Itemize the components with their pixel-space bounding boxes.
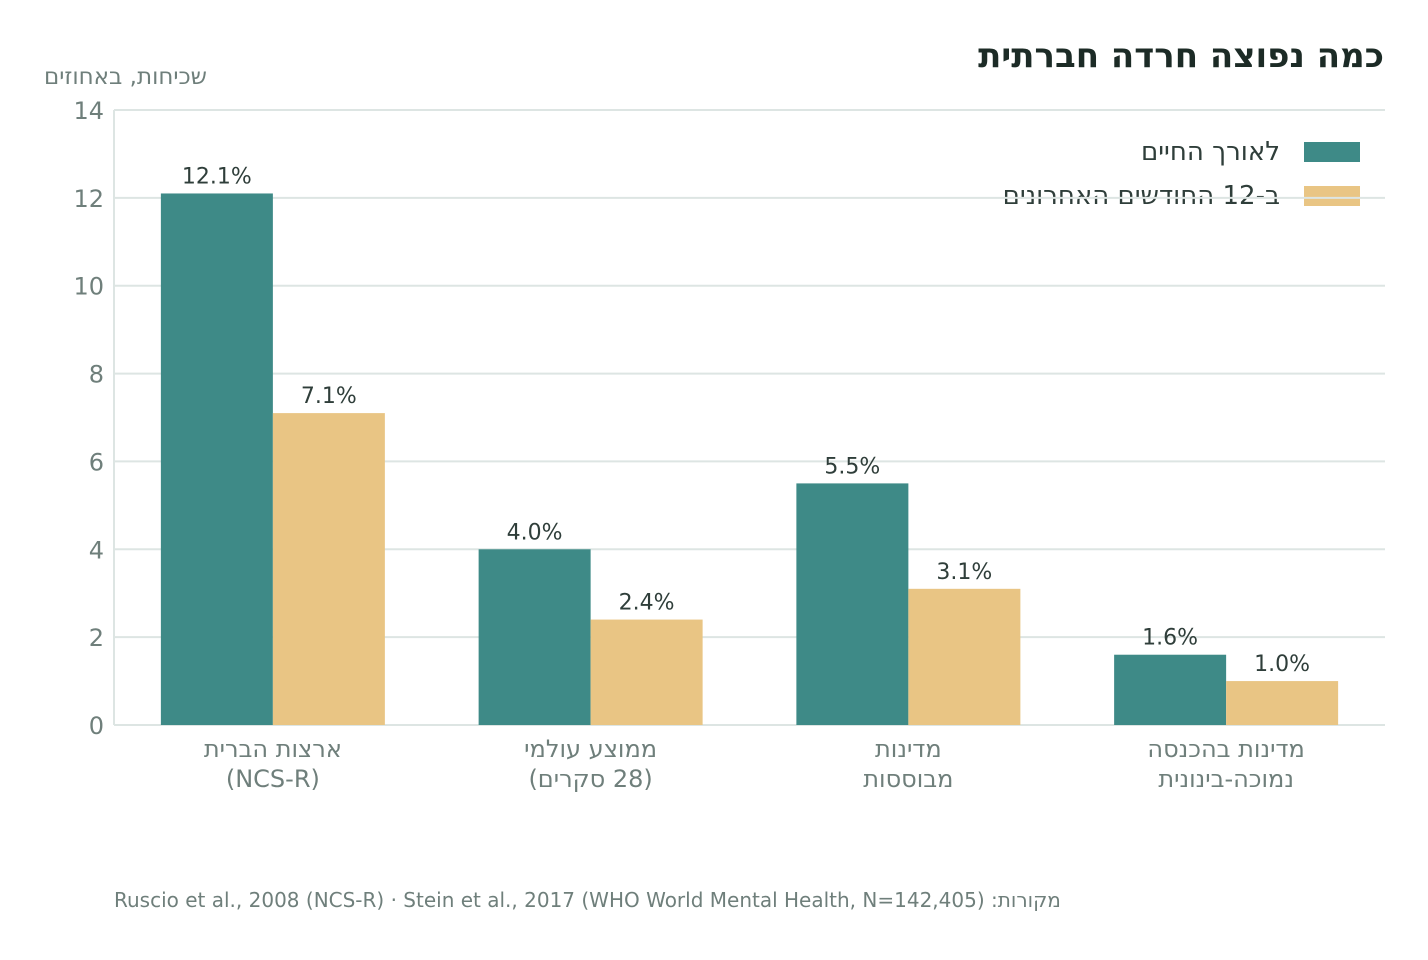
x-tick-label: (NCS-R) (226, 765, 320, 793)
legend-swatch-12-months (1304, 186, 1360, 206)
x-tick-label: מדינות בהכנסה (1147, 735, 1304, 763)
x-tick-label: מדינות (875, 735, 942, 763)
y-tick-label: 6 (89, 448, 104, 476)
x-tick-label: (28 סקרים) (528, 765, 652, 793)
y-tick-label: 12 (73, 185, 104, 213)
data-label: 1.6% (1142, 626, 1198, 651)
bar (160, 193, 273, 725)
legend-label-lifetime: לאורך החיים (1140, 137, 1280, 167)
bar (478, 549, 591, 725)
bar (908, 588, 1021, 725)
data-label: 4.0% (507, 520, 563, 545)
bar (272, 413, 385, 725)
legend-label-12-months: ב-12 החודשים האחרונים (1002, 181, 1280, 211)
legend: לאורך החיים ב-12 החודשים האחרונים (1003, 130, 1360, 218)
legend-swatch-lifetime (1304, 142, 1360, 162)
data-label: 2.4% (619, 591, 675, 616)
chart-title: כמה נפוצה חרדה חברתית (978, 36, 1384, 76)
x-tick-label: מבוססות (863, 765, 953, 793)
y-tick-label: 4 (89, 536, 104, 564)
bar (1114, 654, 1227, 725)
y-tick-label: 8 (89, 361, 104, 389)
data-label: 12.1% (182, 164, 252, 189)
y-tick-label: 14 (73, 97, 104, 125)
x-tick-label: ממוצע עולמי (524, 735, 657, 763)
bar (796, 483, 909, 725)
data-label: 3.1% (936, 560, 992, 585)
data-label: 1.0% (1254, 652, 1310, 677)
bar (590, 619, 703, 725)
y-tick-label: 0 (89, 712, 104, 740)
data-label: 7.1% (301, 384, 357, 409)
bar (1226, 681, 1339, 725)
source-note: Ruscio et al., 2008 (NCS-R) · Stein et a… (114, 888, 1061, 912)
y-tick-label: 10 (73, 273, 104, 301)
y-tick-label: 2 (89, 624, 104, 652)
legend-item-12-months: ב-12 החודשים האחרונים (1003, 174, 1360, 218)
x-tick-label: נמוכה-בינונית (1158, 765, 1294, 793)
data-label: 5.5% (824, 454, 880, 479)
legend-item-lifetime: לאורך החיים (1003, 130, 1360, 174)
x-tick-label: ארצות הברית (204, 735, 342, 763)
y-axis-label: שכיחות, באחוזים (44, 64, 207, 90)
